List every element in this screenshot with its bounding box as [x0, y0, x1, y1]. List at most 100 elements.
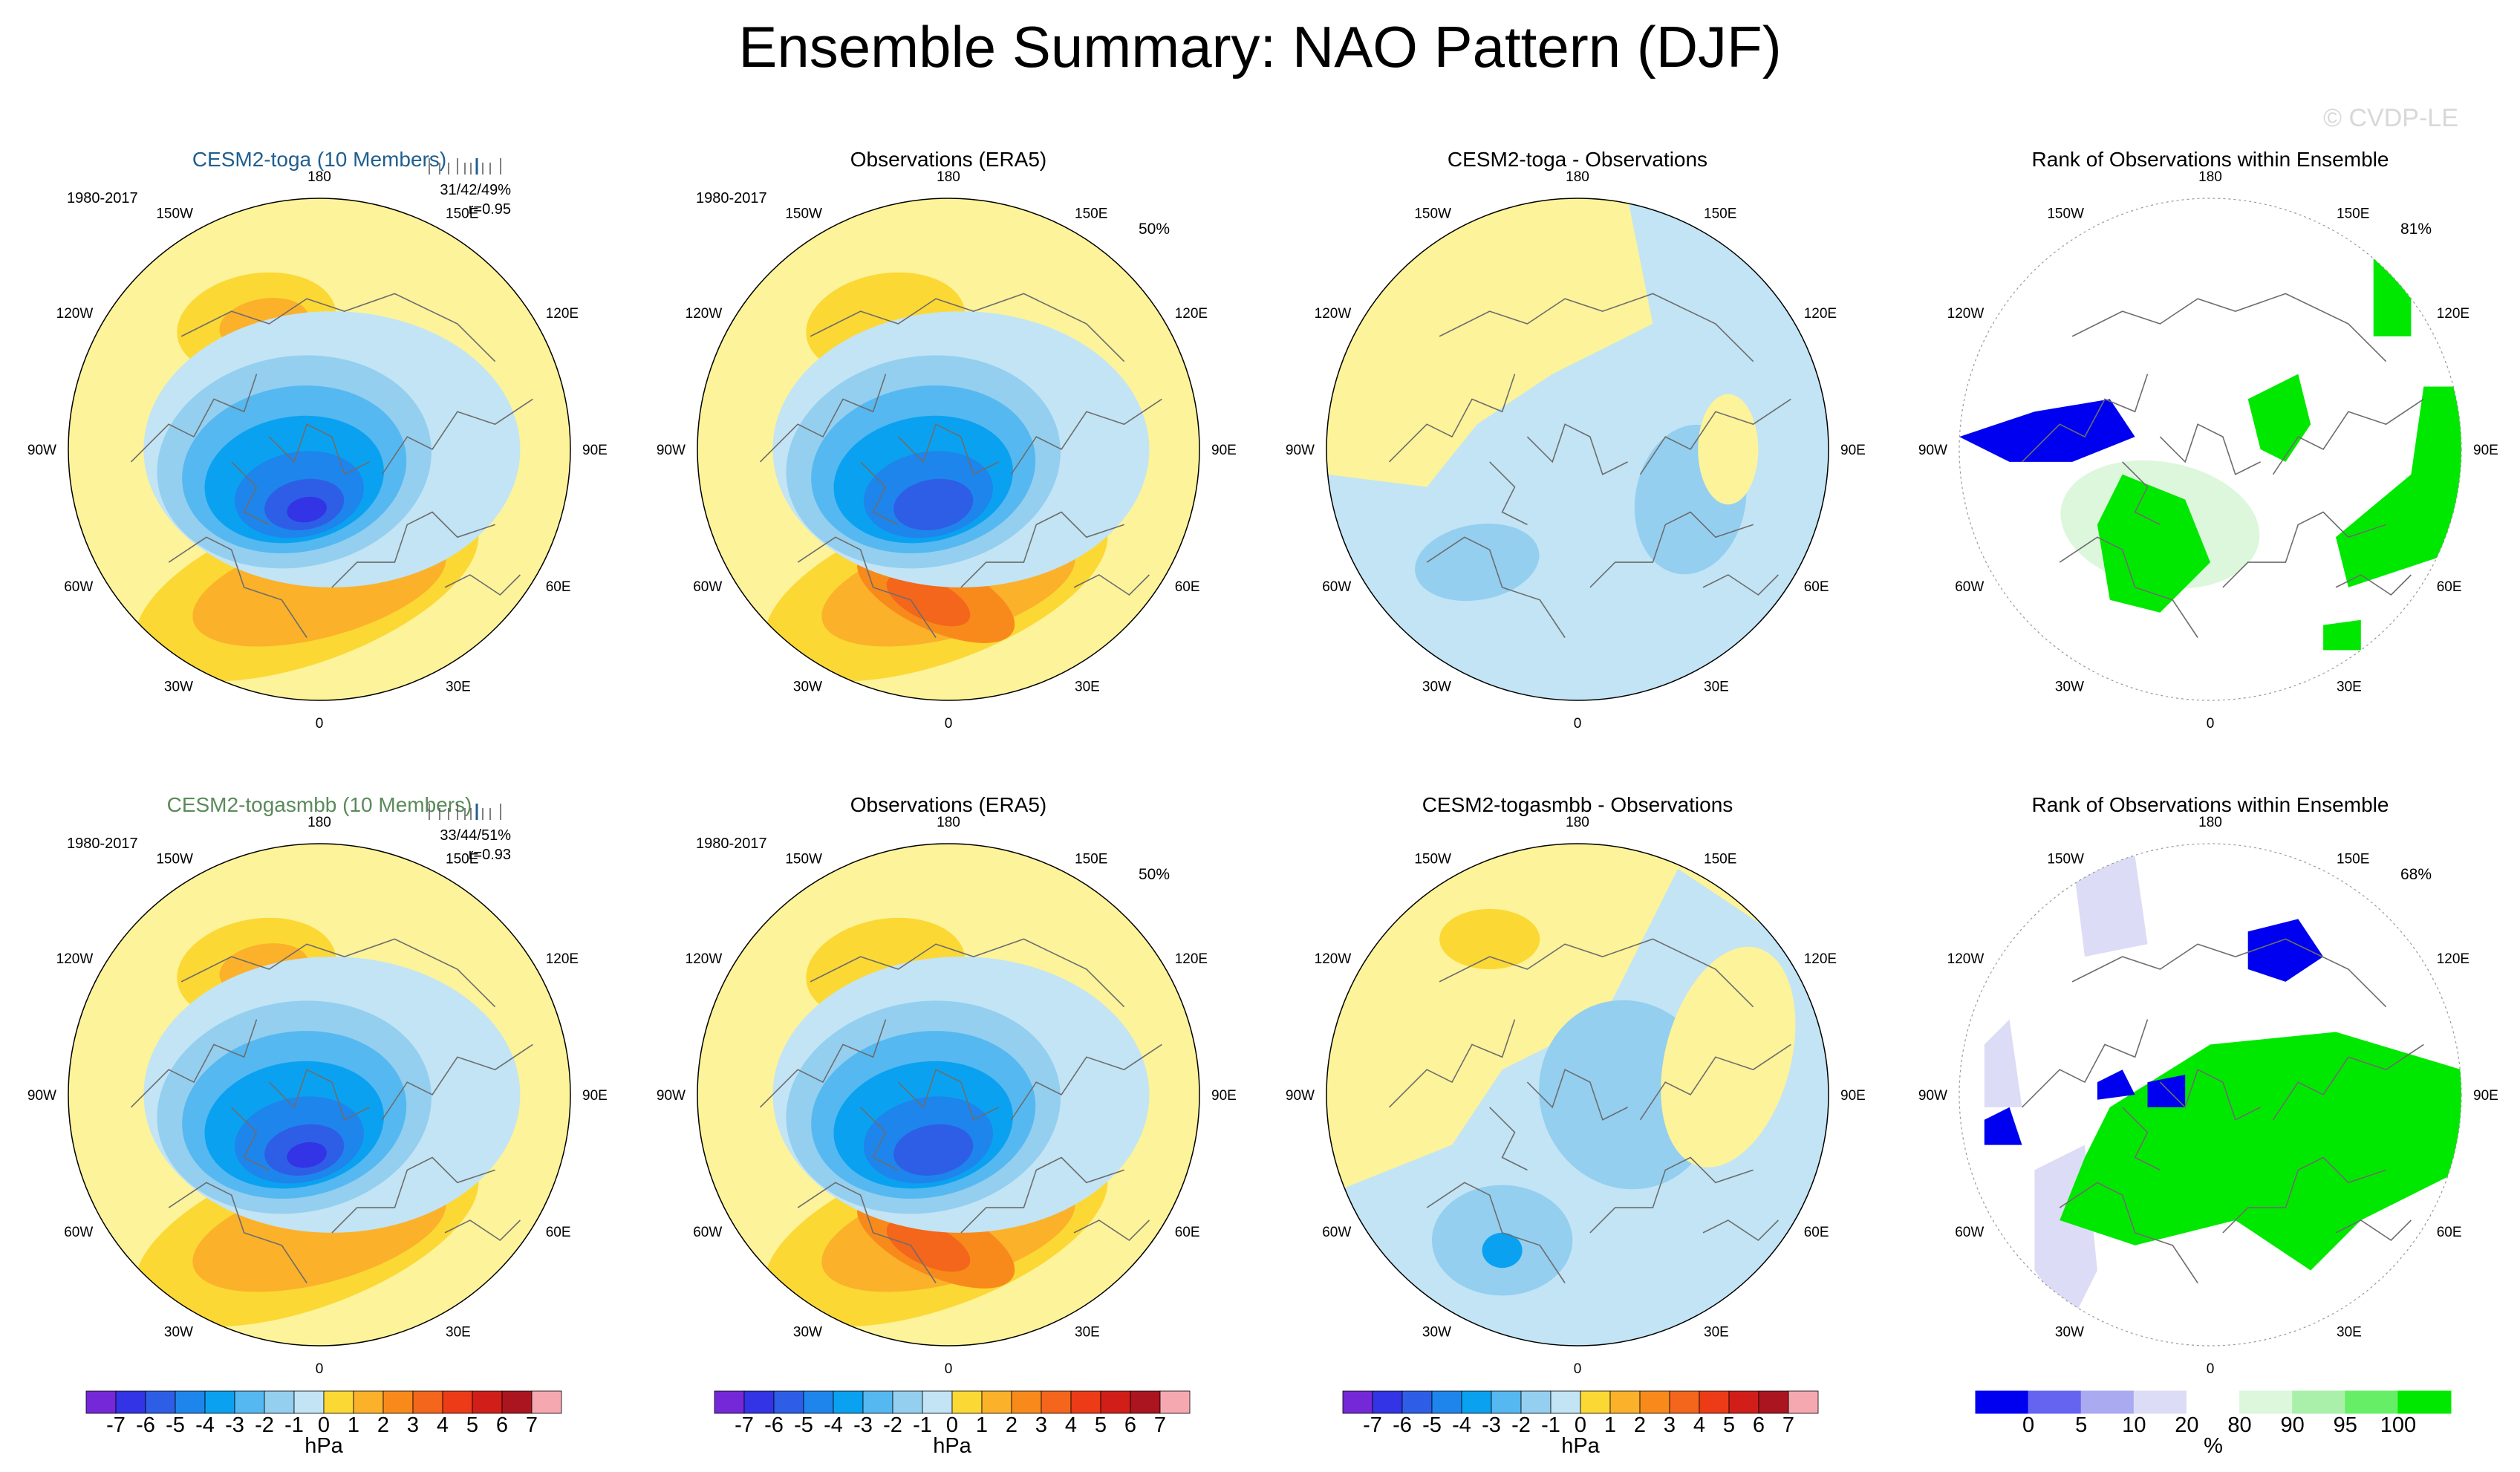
- colorbar-tick: -1: [1541, 1413, 1560, 1437]
- map-field: [1326, 198, 1829, 700]
- coastline: [1589, 1156, 1754, 1234]
- colorbar-swatch: [892, 1390, 923, 1414]
- colorbar-tick: 0: [1575, 1413, 1586, 1437]
- colorbar-tick: 5: [1095, 1413, 1107, 1437]
- colorbar-swatch: [2397, 1390, 2452, 1414]
- lon-label-60e: 60E: [1804, 579, 1829, 595]
- colorbar-swatch: [2186, 1390, 2241, 1414]
- lon-label-30w: 30W: [793, 1325, 822, 1341]
- colorbar-tick: -4: [824, 1413, 843, 1437]
- colorbar-swatch: [412, 1390, 443, 1414]
- colorbar-tick: 3: [1664, 1413, 1676, 1437]
- colorbar-tick: 95: [2334, 1413, 2357, 1437]
- colorbar-swatch: [293, 1390, 325, 1414]
- lon-label-150w: 150W: [156, 851, 193, 867]
- coastline: [1589, 511, 1754, 588]
- colorbar-tick: 1: [976, 1413, 988, 1437]
- coastline: [2335, 574, 2412, 596]
- lon-label-90e: 90E: [1211, 1088, 1237, 1104]
- coastline: [231, 1107, 270, 1171]
- colorbar-tick: 6: [1753, 1413, 1765, 1437]
- watermark: © CVDP-LE: [2323, 104, 2458, 132]
- coastline: [381, 398, 533, 475]
- colorbar-swatch: [175, 1390, 206, 1414]
- colorbar-swatch: [1431, 1390, 1462, 1414]
- lon-label-30w: 30W: [1422, 680, 1451, 695]
- coastline: [2021, 374, 2149, 463]
- lon-label-60w: 60W: [1955, 1225, 1984, 1240]
- colorbar-swatch: [204, 1390, 235, 1414]
- lon-label-120e: 120E: [2437, 306, 2469, 322]
- coastline: [759, 1019, 887, 1108]
- coastline: [2335, 1219, 2412, 1242]
- colorbar-swatch: [234, 1390, 265, 1414]
- lon-label-150w: 150W: [1414, 206, 1451, 221]
- lon-label-120w: 120W: [1315, 951, 1352, 967]
- colorbar-swatch: [472, 1390, 503, 1414]
- coastline: [797, 536, 937, 638]
- lon-label-60w: 60W: [64, 579, 93, 595]
- lon-label-120e: 120E: [546, 951, 579, 967]
- coastline: [444, 1219, 521, 1242]
- lon-label-30e: 30E: [1075, 680, 1100, 695]
- colorbar-swatch: [1130, 1390, 1161, 1414]
- map-border: [697, 198, 1200, 701]
- coastline: [1388, 1019, 1516, 1108]
- lon-label-120e: 120E: [1175, 306, 1208, 322]
- lon-label-90e: 90E: [2473, 443, 2498, 458]
- period-label-r2c1: 1980-2017: [67, 836, 138, 852]
- colorbar-swatch: [922, 1390, 953, 1414]
- lon-label-30e: 30E: [2337, 1325, 2362, 1341]
- coastline: [1439, 293, 1754, 362]
- coastline: [960, 511, 1124, 588]
- colorbar-swatch: [1159, 1390, 1191, 1414]
- colorbar-tick: 3: [1035, 1413, 1047, 1437]
- lon-label-60e: 60E: [546, 579, 571, 595]
- lon-label-0: 0: [945, 716, 953, 732]
- colorbar-tick: -7: [106, 1413, 126, 1437]
- lon-label-150e: 150E: [446, 206, 478, 221]
- colorbar-swatch: [531, 1390, 562, 1414]
- lon-label-90e: 90E: [2473, 1088, 2498, 1104]
- colorbar-swatch: [862, 1390, 893, 1414]
- colorbar-swatch: [1461, 1390, 1492, 1414]
- colorbar-swatch: [833, 1390, 864, 1414]
- colorbar-tick: 4: [437, 1413, 449, 1437]
- panel-title-r1c2: Observations (ERA5): [850, 148, 1047, 171]
- lon-label-30e: 30E: [446, 1325, 471, 1341]
- colorbar-swatch: [323, 1390, 354, 1414]
- colorbar-tick: -7: [1363, 1413, 1382, 1437]
- coastline: [810, 293, 1125, 362]
- coastline: [2159, 1069, 2261, 1121]
- lon-label-90w: 90W: [27, 443, 56, 458]
- colorbar-tick: 4: [1065, 1413, 1077, 1437]
- colorbar-tick: -6: [1393, 1413, 1412, 1437]
- colorbar-tick: -4: [1452, 1413, 1471, 1437]
- panel-title-r2c3: CESM2-togasmbb - Observations: [1422, 793, 1733, 816]
- lon-label-120e: 120E: [546, 306, 579, 322]
- colorbar-swatch: [743, 1390, 775, 1414]
- map-border: [1959, 198, 2462, 701]
- coastline: [1426, 1182, 1566, 1283]
- coastline: [2059, 1182, 2198, 1283]
- lon-label-30w: 30W: [164, 1325, 193, 1341]
- lon-label-30e: 30E: [1075, 1325, 1100, 1341]
- colorbar-swatch: [353, 1390, 384, 1414]
- panel-title-r2c1: CESM2-togasmbb (10 Members): [167, 793, 472, 816]
- colorbar-tick: 20: [2175, 1413, 2198, 1437]
- coastline: [897, 1069, 999, 1121]
- colorbar-swatch: [1491, 1390, 1522, 1414]
- lon-label-60w: 60W: [1322, 1225, 1351, 1240]
- colorbar-tick: -2: [255, 1413, 274, 1437]
- lon-label-120e: 120E: [1175, 951, 1208, 967]
- lon-label-180: 180: [937, 815, 960, 830]
- map-border: [1326, 198, 1829, 701]
- lon-label-30w: 30W: [2055, 1325, 2084, 1341]
- lon-label-180: 180: [1566, 169, 1589, 185]
- colorbar-tick: 2: [377, 1413, 389, 1437]
- coastline: [2159, 423, 2261, 475]
- colorbar-tick: -1: [913, 1413, 932, 1437]
- colorbar-swatch: [714, 1390, 745, 1414]
- period-label-r1c1: 1980-2017: [67, 190, 138, 206]
- pct-label-r2c4: 68%: [2400, 866, 2432, 883]
